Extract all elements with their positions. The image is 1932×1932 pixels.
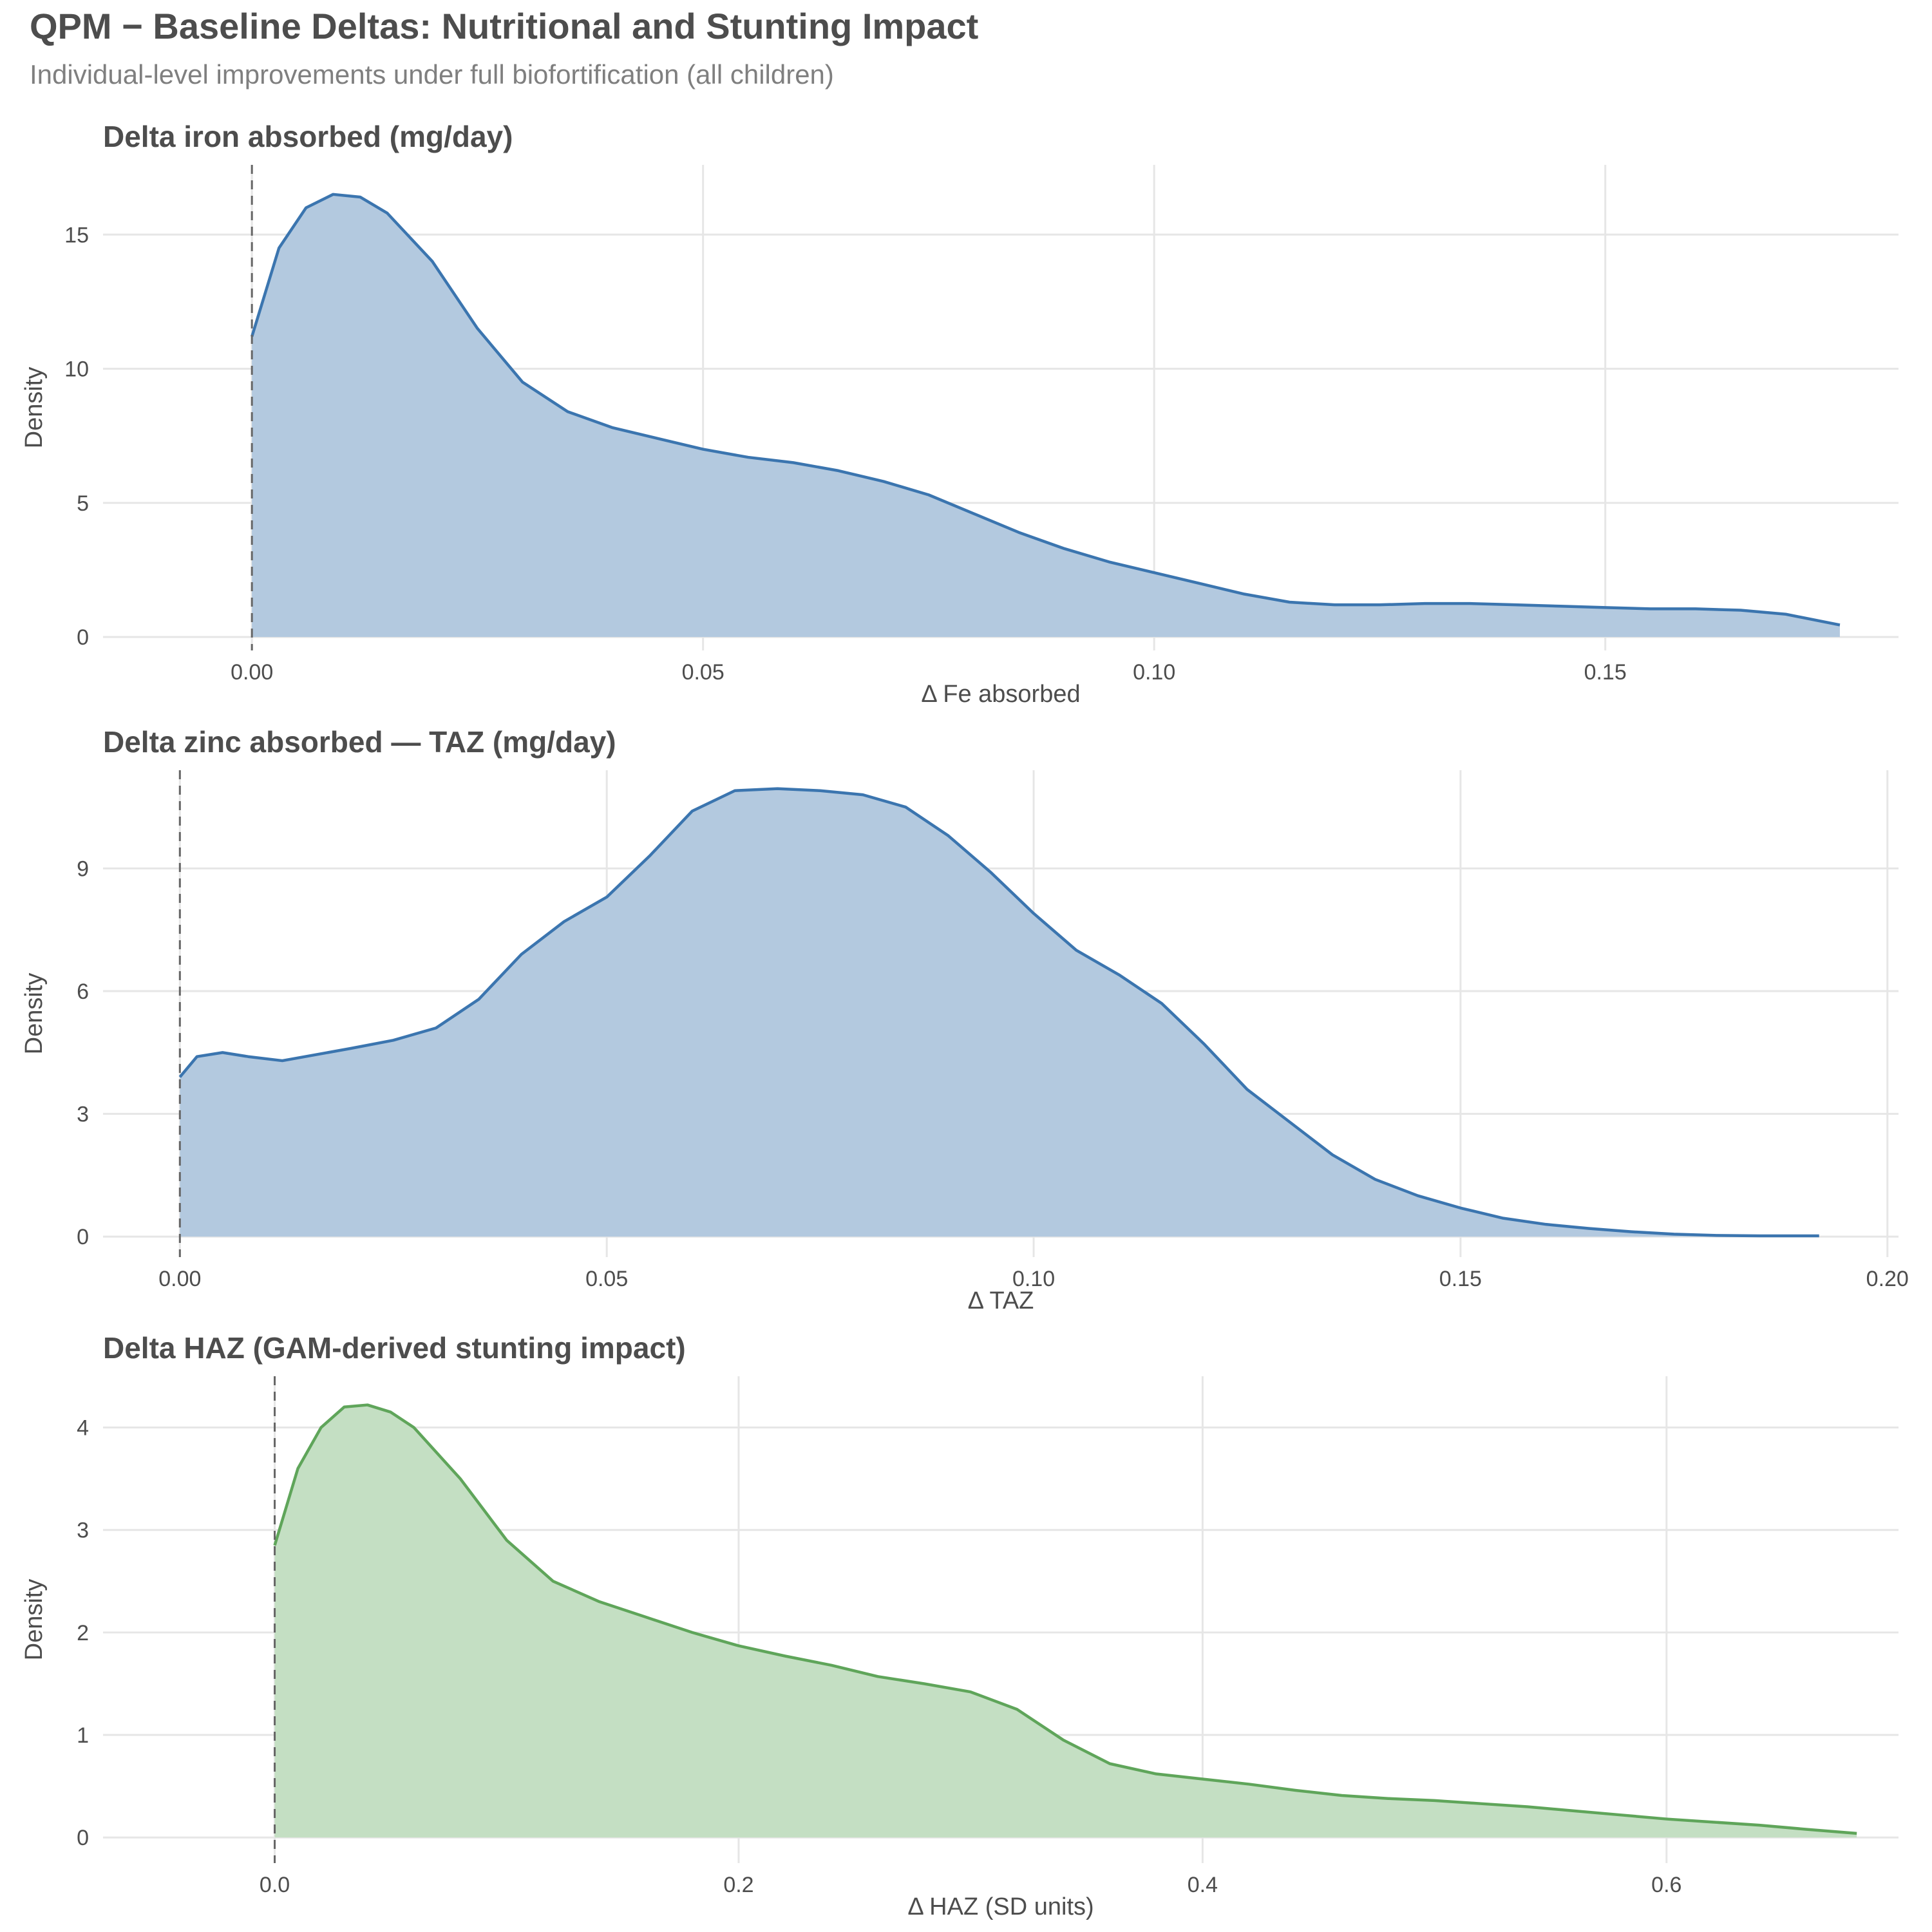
iron-x-tick-label: 0.15 <box>1584 660 1627 685</box>
zinc-x-tick-label: 0.10 <box>1012 1267 1055 1291</box>
haz-y-tick-label: 0 <box>77 1826 89 1850</box>
haz-x-axis-label: Δ HAZ (SD units) <box>907 1893 1094 1920</box>
haz-panel-title: Delta HAZ (GAM-derived stunting impact) <box>103 1331 686 1365</box>
haz-y-tick-label: 1 <box>77 1723 89 1748</box>
zinc-y-tick-label: 9 <box>77 857 89 881</box>
zinc-y-tick-label: 6 <box>77 980 89 1004</box>
haz-y-tick-label: 4 <box>77 1416 89 1441</box>
zinc-density-area <box>180 788 1819 1237</box>
iron-y-axis-label: Density <box>21 367 48 449</box>
zinc-x-tick-label: 0.20 <box>1866 1267 1909 1291</box>
haz-y-tick-label: 2 <box>77 1621 89 1645</box>
iron-density-area <box>252 194 1840 638</box>
zinc-x-tick-label: 0.00 <box>158 1267 201 1291</box>
figure-subtitle: Individual-level improvements under full… <box>30 59 834 90</box>
iron-y-tick-label: 15 <box>64 223 89 247</box>
iron-panel-title: Delta iron absorbed (mg/day) <box>103 120 513 153</box>
iron-x-tick-label: 0.00 <box>231 660 273 685</box>
haz-x-tick-label: 0.2 <box>723 1873 753 1897</box>
haz-x-tick-label: 0.4 <box>1188 1873 1218 1897</box>
zinc-density-line <box>178 787 1819 1238</box>
iron-y-tick-label: 10 <box>64 357 89 382</box>
zinc-y-axis-label: Density <box>21 973 48 1055</box>
haz-density-line <box>273 1403 1857 1835</box>
iron-y-tick-label: 0 <box>77 625 89 650</box>
zinc-x-tick-label: 0.15 <box>1439 1267 1482 1291</box>
haz-y-tick-label: 3 <box>77 1519 89 1543</box>
zinc-panel-title: Delta zinc absorbed — TAZ (mg/day) <box>103 725 616 759</box>
haz-x-tick-label: 0.0 <box>260 1873 290 1897</box>
zinc-x-axis-label: Δ TAZ <box>968 1287 1034 1314</box>
iron-y-tick-label: 5 <box>77 491 89 516</box>
iron-x-tick-label: 0.05 <box>682 660 724 685</box>
zinc-y-tick-label: 3 <box>77 1103 89 1127</box>
haz-x-tick-label: 0.6 <box>1651 1873 1681 1897</box>
iron-x-tick-label: 0.10 <box>1133 660 1175 685</box>
haz-density-area <box>274 1405 1857 1838</box>
iron-x-axis-label: Δ Fe absorbed <box>921 681 1080 708</box>
haz-y-axis-label: Density <box>21 1579 48 1661</box>
iron-density-line <box>251 193 1841 627</box>
zinc-x-tick-label: 0.05 <box>585 1267 628 1291</box>
zinc-y-tick-label: 0 <box>77 1225 89 1249</box>
figure-title: QPM − Baseline Deltas: Nutritional and S… <box>30 6 979 46</box>
